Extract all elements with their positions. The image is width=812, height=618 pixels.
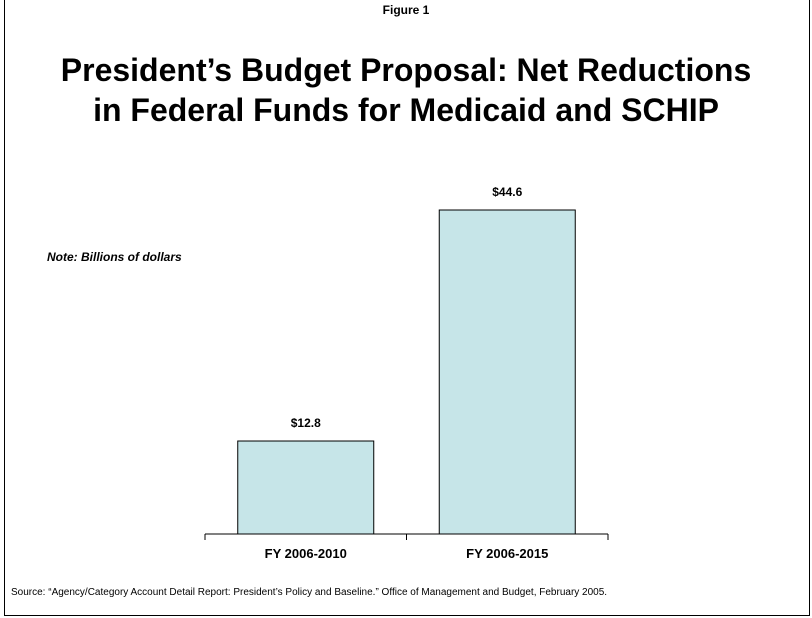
x-tick-label: FY 2006-2010 bbox=[265, 546, 347, 561]
bar-data-label: $44.6 bbox=[492, 185, 522, 199]
source-note: Source: “Agency/Category Account Detail … bbox=[11, 587, 608, 598]
chart-title: President’s Budget Proposal: Net Reducti… bbox=[0, 50, 812, 130]
x-tick-label: FY 2006-2015 bbox=[466, 546, 548, 561]
bar bbox=[237, 440, 375, 535]
figure-frame bbox=[4, 0, 810, 616]
units-note: Note: Billions of dollars bbox=[47, 250, 182, 264]
figure-label: Figure 1 bbox=[382, 3, 430, 17]
bar bbox=[438, 209, 576, 535]
chart-title-line-1: President’s Budget Proposal: Net Reducti… bbox=[60, 52, 752, 88]
chart-title-line-2: in Federal Funds for Medicaid and SCHIP bbox=[93, 92, 719, 128]
bar-data-label: $12.8 bbox=[291, 416, 321, 430]
